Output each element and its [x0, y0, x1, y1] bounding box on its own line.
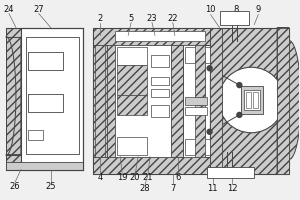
Bar	[93, 28, 210, 45]
Bar	[171, 45, 183, 157]
Text: 6: 6	[175, 173, 181, 182]
Bar	[253, 92, 258, 108]
Circle shape	[237, 112, 242, 117]
Bar	[151, 89, 169, 97]
Bar	[28, 130, 43, 140]
Bar	[93, 157, 210, 174]
Bar	[93, 45, 101, 157]
Bar	[28, 94, 63, 112]
Text: 11: 11	[207, 184, 218, 193]
Bar	[185, 139, 213, 155]
Bar	[207, 167, 254, 178]
Bar	[69, 37, 83, 155]
Bar	[151, 105, 169, 117]
Text: 3: 3	[280, 145, 286, 154]
Text: 23: 23	[147, 14, 157, 23]
Polygon shape	[277, 28, 300, 174]
Bar	[195, 45, 205, 97]
Bar	[210, 28, 221, 174]
Bar	[117, 95, 147, 115]
Text: 7: 7	[170, 184, 176, 193]
Bar	[6, 162, 83, 170]
Bar	[6, 37, 21, 155]
Text: 9: 9	[256, 5, 261, 14]
Bar	[185, 47, 213, 63]
Text: 21: 21	[143, 173, 153, 182]
Bar	[117, 65, 147, 95]
Text: 26: 26	[10, 182, 20, 191]
Text: 25: 25	[45, 182, 56, 191]
Bar	[117, 47, 147, 65]
Bar	[93, 28, 210, 174]
Text: 2: 2	[98, 14, 103, 23]
Text: 8: 8	[234, 5, 239, 14]
Bar	[151, 55, 169, 67]
Text: A: A	[276, 71, 282, 80]
Bar	[277, 28, 289, 174]
Text: 22: 22	[168, 14, 178, 23]
Bar	[185, 107, 207, 115]
Bar	[210, 28, 289, 174]
Bar	[115, 45, 180, 157]
Bar	[26, 37, 79, 154]
Bar	[6, 28, 83, 37]
Bar	[95, 45, 105, 157]
Circle shape	[207, 129, 212, 134]
Bar	[6, 155, 83, 170]
Text: 27: 27	[34, 5, 44, 14]
Bar	[244, 90, 260, 110]
Bar	[93, 28, 210, 45]
Text: 4: 4	[98, 173, 103, 182]
Text: 19: 19	[117, 173, 128, 182]
Bar	[242, 86, 263, 114]
Bar	[107, 45, 115, 157]
Bar	[28, 52, 63, 70]
Text: 5: 5	[128, 14, 134, 23]
Polygon shape	[6, 36, 21, 156]
Bar	[21, 28, 83, 170]
Bar	[151, 77, 169, 85]
Text: 12: 12	[227, 184, 238, 193]
Bar	[117, 137, 147, 155]
Circle shape	[218, 67, 284, 133]
Bar	[115, 31, 205, 41]
Bar	[195, 105, 205, 157]
Text: 20: 20	[130, 173, 140, 182]
Text: 24: 24	[4, 5, 14, 14]
Bar	[185, 97, 207, 105]
Circle shape	[207, 66, 212, 71]
Bar	[246, 92, 251, 108]
Circle shape	[237, 83, 242, 88]
Bar	[220, 11, 249, 25]
Text: 28: 28	[140, 184, 150, 193]
Bar	[101, 45, 107, 157]
Bar	[93, 157, 210, 174]
Text: 10: 10	[205, 5, 216, 14]
Bar	[183, 45, 205, 157]
